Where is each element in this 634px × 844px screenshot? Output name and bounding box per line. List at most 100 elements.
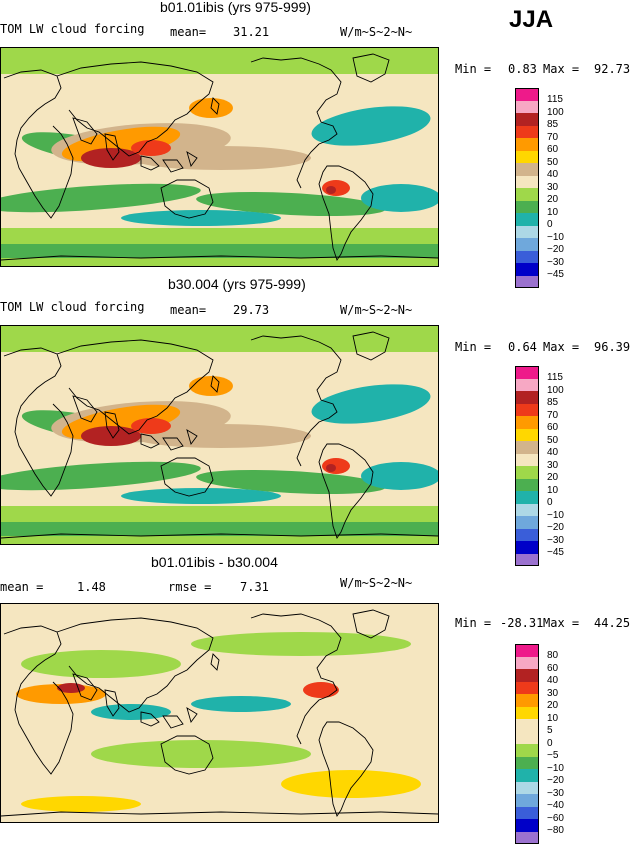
legend-label: 30 xyxy=(547,688,558,700)
legend-label: 60 xyxy=(547,663,558,675)
legend-label: 10 xyxy=(547,713,558,725)
legend-label: 10 xyxy=(547,485,558,497)
panel3-units: W/m~S~2~N~ xyxy=(340,576,412,590)
legend-label: 115 xyxy=(547,372,563,384)
legend-swatch xyxy=(515,263,539,276)
legend-swatch xyxy=(515,188,539,201)
field-diff-pacific xyxy=(191,696,291,712)
legend-swatch xyxy=(515,757,539,770)
legend-swatch xyxy=(515,819,539,832)
legend-label: −10 xyxy=(547,763,564,775)
legend-swatch xyxy=(515,213,539,226)
legend-swatch xyxy=(515,669,539,682)
legend-label: 80 xyxy=(547,650,558,662)
panel3-min-value: -28.31 xyxy=(500,616,543,630)
field-diff-southern xyxy=(21,796,141,812)
legend-swatch xyxy=(515,657,539,670)
legend-swatch xyxy=(515,644,539,657)
panel1-mean-value: 31.21 xyxy=(233,25,269,39)
legend-label: −30 xyxy=(547,535,564,547)
panel1-field xyxy=(1,48,438,266)
panel3-mean-value: 1.48 xyxy=(77,580,106,594)
panel3-mean-label: mean = xyxy=(0,580,43,594)
panel1-max-value: 92.73 xyxy=(594,62,630,76)
legend-swatch xyxy=(515,238,539,251)
field-dry-zone-south xyxy=(121,488,281,504)
panel2-mean-value: 29.73 xyxy=(233,303,269,317)
field-diff-gulf xyxy=(303,682,339,698)
legend-label: 60 xyxy=(547,422,558,434)
legend-label: −20 xyxy=(547,244,564,256)
legend-label: −45 xyxy=(547,547,564,559)
field-diff-north xyxy=(21,650,181,678)
legend-label: 100 xyxy=(547,107,564,119)
panel1-mean-label: mean= xyxy=(170,25,206,39)
legend-label: 85 xyxy=(547,119,558,131)
panel2-field xyxy=(1,326,438,544)
legend-swatch xyxy=(515,466,539,479)
legend-swatch xyxy=(515,504,539,517)
panel3-field xyxy=(1,604,438,822)
legend-label: 50 xyxy=(547,435,558,447)
legend-label: −20 xyxy=(547,522,564,534)
legend-label: 0 xyxy=(547,738,553,750)
legend-swatch xyxy=(515,429,539,442)
field-diff-southeast xyxy=(281,770,421,798)
legend-swatch xyxy=(515,379,539,392)
legend-label: −30 xyxy=(547,257,564,269)
legend-label: −30 xyxy=(547,788,564,800)
legend-swatch xyxy=(515,138,539,151)
legend-swatch xyxy=(515,88,539,101)
legend-swatch xyxy=(515,201,539,214)
legend-swatch xyxy=(515,163,539,176)
field-central-america xyxy=(322,458,350,474)
legend-label: 115 xyxy=(547,94,563,106)
legend-label: 60 xyxy=(547,144,558,156)
legend-swatch xyxy=(515,682,539,695)
legend-swatch xyxy=(515,782,539,795)
legend-label: −10 xyxy=(547,510,564,522)
legend-label: 40 xyxy=(547,447,558,459)
panel1-min-label: Min = xyxy=(455,62,491,76)
legend-swatch xyxy=(515,391,539,404)
panel1-min-value: 0.83 xyxy=(508,62,537,76)
legend-swatch xyxy=(515,416,539,429)
legend-swatch xyxy=(515,366,539,379)
panel3-max-label: Max = xyxy=(543,616,579,630)
legend-swatch xyxy=(515,719,539,732)
legend-label: −20 xyxy=(547,775,564,787)
legend-swatch xyxy=(515,126,539,139)
legend-swatch xyxy=(515,441,539,454)
legend-swatch xyxy=(515,832,539,844)
panel2-max-label: Max = xyxy=(543,340,579,354)
panel1-max-label: Max = xyxy=(543,62,579,76)
legend-swatch xyxy=(515,744,539,757)
panel2-map xyxy=(0,325,439,545)
field-diff-arctic xyxy=(191,632,411,656)
legend-label: 5 xyxy=(547,725,553,737)
season-label: JJA xyxy=(509,6,553,34)
panel2-units: W/m~S~2~N~ xyxy=(340,303,412,317)
panel2-variable-label: TOM LW cloud forcing xyxy=(0,300,145,314)
legend-swatch xyxy=(515,794,539,807)
panel1-variable-label: TOM LW cloud forcing xyxy=(0,22,145,36)
field-diff-africa-max xyxy=(57,683,85,693)
legend-label: 0 xyxy=(547,497,553,509)
panel3-title: b01.01ibis - b30.004 xyxy=(151,554,278,570)
field-central-america-max xyxy=(326,464,336,472)
band-arctic xyxy=(1,48,438,74)
panel2-max-value: 96.39 xyxy=(594,340,630,354)
legend-label: −10 xyxy=(547,232,564,244)
legend-label: 20 xyxy=(547,194,558,206)
legend-label: 100 xyxy=(547,385,564,397)
panel1-map xyxy=(0,47,439,267)
legend-label: −40 xyxy=(547,800,564,812)
legend-label: −5 xyxy=(547,750,558,762)
legend-swatch xyxy=(515,226,539,239)
legend-swatch xyxy=(515,554,539,567)
field-warm-pool-85 xyxy=(81,426,141,446)
legend-swatch xyxy=(515,101,539,114)
field-central-america xyxy=(322,180,350,196)
legend-swatch xyxy=(515,151,539,164)
legend-label: 20 xyxy=(547,472,558,484)
